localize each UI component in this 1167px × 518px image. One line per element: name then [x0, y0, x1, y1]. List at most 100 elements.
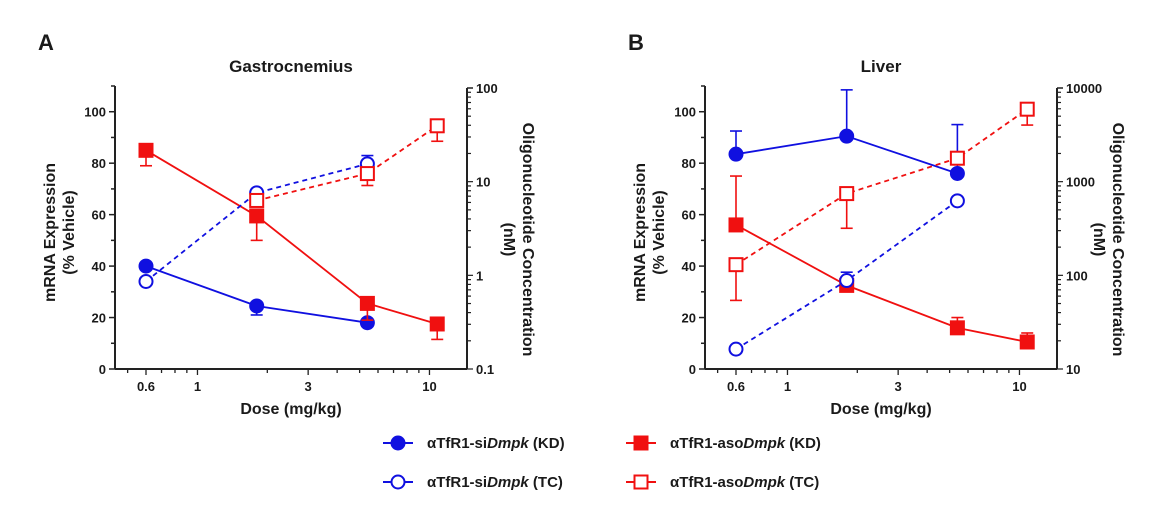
data-point-si_tc	[949, 193, 965, 209]
x-tick-label: 10	[1012, 379, 1026, 394]
y-left-tick-label: 0	[689, 362, 696, 377]
data-point-aso_kd	[138, 142, 154, 158]
y-left-tick-label: 100	[84, 105, 106, 120]
y-right-tick-label: 10000	[1066, 81, 1102, 96]
y-axis-right-label: Oligonucleotide Concentration(nM)	[1090, 123, 1126, 357]
series-aso_tc	[249, 118, 445, 208]
data-point-aso_kd	[949, 320, 965, 336]
series-line-aso_kd	[735, 224, 1028, 343]
legend-circle-marker	[390, 435, 406, 451]
y-axis-right-label: Oligonucleotide Concentration(nM)	[500, 123, 536, 357]
legend-item-aso_kd: αTfR1-asoDmpk (KD)	[626, 435, 821, 452]
data-point-aso_tc	[728, 257, 744, 273]
y-right-tick-label: 100	[1066, 268, 1088, 283]
legend-item-si_kd: αTfR1-siDmpk (KD)	[383, 435, 565, 452]
data-point-aso_kd	[429, 316, 445, 332]
y-left-tick-label: 60	[682, 208, 696, 223]
legend-label-gene: Dmpk	[487, 474, 529, 491]
data-point-aso_kd	[249, 208, 265, 224]
data-point-aso_kd	[359, 295, 375, 311]
legend-label-suffix: (KD)	[529, 435, 565, 452]
series-aso_tc	[728, 101, 1035, 302]
legend-label: αTfR1-siDmpk (KD)	[427, 435, 565, 452]
data-point-aso_tc	[839, 186, 855, 202]
data-point-si_kd	[839, 128, 855, 144]
y-left-tick-label: 60	[92, 208, 106, 223]
data-point-si_kd	[138, 258, 154, 274]
y-left-tick-label: 100	[674, 105, 696, 120]
y-right-tick-label: 10	[1066, 362, 1080, 377]
series-aso_kd	[138, 142, 445, 341]
x-axis-label: Dose (mg/kg)	[240, 401, 341, 418]
data-point-aso_tc	[429, 118, 445, 134]
series-line-aso_tc	[256, 125, 438, 202]
series-aso_kd	[728, 175, 1035, 350]
x-tick-label: 3	[895, 379, 902, 394]
legend-item-aso_tc: αTfR1-asoDmpk (TC)	[626, 474, 819, 491]
legend-label-gene: Dmpk	[743, 474, 785, 491]
data-point-aso_kd	[1019, 334, 1035, 350]
series-si_kd	[728, 89, 965, 181]
legend-square-marker	[633, 474, 649, 490]
legend: αTfR1-siDmpk (KD) αTfR1-asoDmpk (KD)αTfR1…	[383, 435, 821, 491]
y-left-label-line2: (% Vehicle)	[651, 190, 668, 274]
data-point-aso_kd	[728, 217, 744, 233]
y-left-tick-label: 20	[92, 311, 106, 326]
series-si_kd	[138, 258, 375, 331]
legend-item-si_tc: αTfR1-siDmpk (TC)	[383, 474, 563, 491]
x-tick-label: 1	[784, 379, 791, 394]
legend-square-marker	[633, 435, 649, 451]
panel-label: A	[38, 30, 54, 55]
data-point-si_tc	[728, 341, 744, 357]
legend-circle-marker	[390, 474, 406, 490]
x-axis-label: Dose (mg/kg)	[830, 401, 931, 418]
data-point-si_tc	[839, 273, 855, 289]
y-left-label-line1: mRNA Expression	[632, 163, 649, 302]
data-point-aso_tc	[249, 192, 265, 208]
y-left-tick-label: 80	[92, 156, 106, 171]
x-tick-label: 0.6	[727, 379, 745, 394]
legend-label-suffix: (TC)	[529, 474, 563, 491]
y-left-tick-label: 40	[682, 259, 696, 274]
legend-label-suffix: (TC)	[785, 474, 819, 491]
y-left-label-line1: mRNA Expression	[42, 163, 59, 302]
y-right-tick-label: 1000	[1066, 175, 1095, 190]
y-right-tick-label: 1	[476, 268, 483, 283]
legend-label-prefix: αTfR1-si	[427, 435, 487, 452]
panel-b: B Liver 0 20 40 60 80 100 10 100 1000 10000 0.6 1 3 10 D…	[628, 30, 1126, 418]
legend-label-gene: Dmpk	[487, 435, 529, 452]
legend-label: αTfR1-siDmpk (TC)	[427, 474, 563, 491]
y-left-label-line2: (% Vehicle)	[61, 190, 78, 274]
y-right-label-line2: (nM)	[1090, 223, 1107, 257]
legend-label-prefix: αTfR1-aso	[670, 435, 743, 452]
y-right-label-line1: Oligonucleotide Concentration	[1109, 123, 1126, 357]
y-axis-left-label: mRNA Expression (% Vehicle)	[632, 163, 668, 302]
series-line-si_tc	[145, 162, 368, 283]
data-point-si_kd	[249, 298, 265, 314]
panel-a: A Gastrocnemius 0 20 40 60 80 100 0.1 1 10 100 0.6 1 3…	[38, 30, 536, 418]
x-tick-label: 0.6	[137, 379, 155, 394]
y-right-tick-label: 10	[476, 175, 490, 190]
data-point-si_tc	[138, 273, 154, 289]
data-point-aso_tc	[359, 166, 375, 182]
series-si_tc	[728, 193, 965, 357]
chart-title: Gastrocnemius	[229, 57, 353, 76]
series-line-aso_tc	[735, 108, 1028, 266]
y-right-label-line2: (nM)	[500, 223, 517, 257]
data-point-si_kd	[728, 146, 744, 162]
legend-label-prefix: αTfR1-aso	[670, 474, 743, 491]
y-right-tick-label: 100	[476, 81, 498, 96]
legend-label-prefix: αTfR1-si	[427, 474, 487, 491]
y-left-tick-label: 40	[92, 259, 106, 274]
y-left-tick-label: 20	[682, 311, 696, 326]
x-tick-label: 10	[422, 379, 436, 394]
y-right-label-line1: Oligonucleotide Concentration	[519, 123, 536, 357]
data-point-aso_tc	[949, 150, 965, 166]
legend-label: αTfR1-asoDmpk (TC)	[670, 474, 819, 491]
series-line-aso_kd	[145, 149, 438, 325]
y-axis-left-label: mRNA Expression (% Vehicle)	[42, 163, 78, 302]
x-tick-label: 1	[194, 379, 201, 394]
y-left-tick-label: 0	[99, 362, 106, 377]
legend-label: αTfR1-asoDmpk (KD)	[670, 435, 821, 452]
